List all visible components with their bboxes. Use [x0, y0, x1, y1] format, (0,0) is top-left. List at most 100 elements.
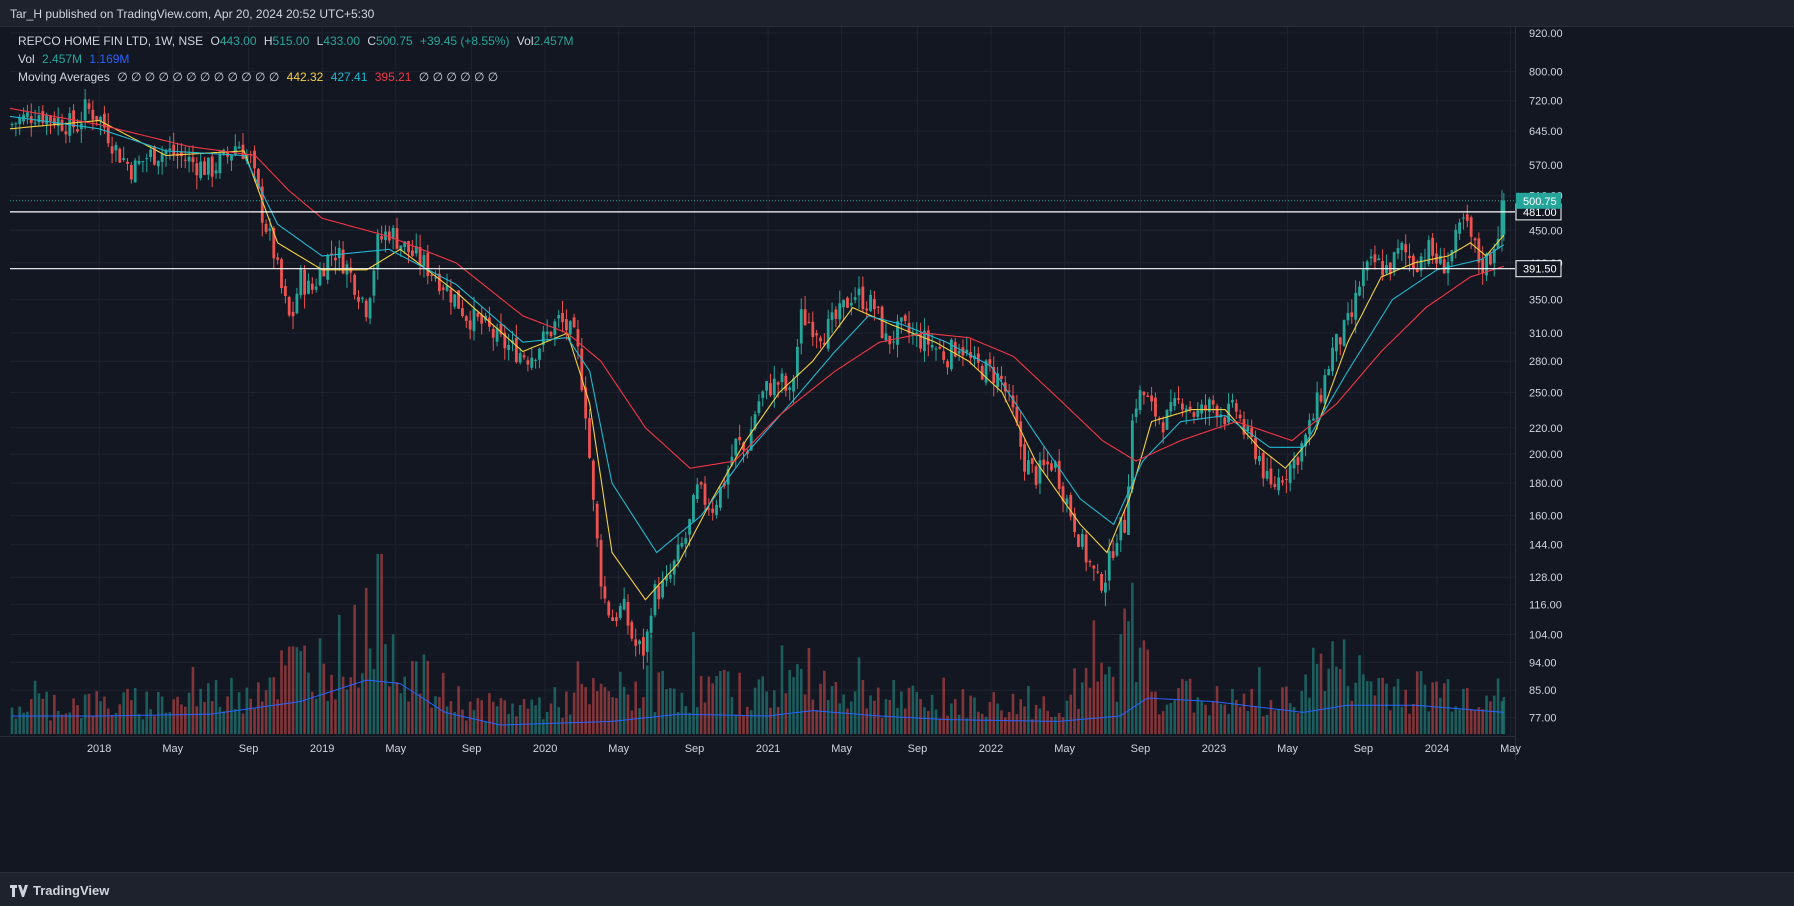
candle-body: [865, 308, 869, 311]
candle-body: [118, 148, 122, 163]
candle-body: [549, 331, 553, 337]
candle-body: [87, 103, 91, 109]
candle-body: [1150, 395, 1153, 402]
price-tick-label: 85.00: [1529, 685, 1557, 697]
candle-body: [830, 312, 834, 320]
volume-bar: [1331, 641, 1334, 734]
volume-bar: [1023, 706, 1026, 734]
volume-bar: [384, 644, 387, 734]
candle-body: [430, 274, 434, 276]
volume-bar: [1235, 699, 1238, 734]
volume-bar: [1011, 693, 1015, 734]
volume-bar: [472, 710, 476, 734]
volume-bar: [749, 710, 753, 734]
candle-body: [692, 494, 695, 522]
volume-bar: [1250, 688, 1253, 734]
candle-body: [41, 111, 45, 123]
volume-bar: [1050, 717, 1053, 734]
volume-bar: [676, 711, 680, 734]
candle-body: [395, 228, 399, 249]
volume-bar: [980, 713, 984, 734]
candle-body: [591, 460, 595, 500]
volume-bar: [1431, 682, 1434, 734]
volume-bar: [603, 687, 607, 734]
candle-body: [326, 254, 330, 280]
volume-bar: [1373, 695, 1377, 734]
volume-bar: [811, 699, 815, 734]
price-chart[interactable]: 920.00800.00720.00645.00570.00510.00450.…: [0, 27, 1794, 872]
volume-bar: [557, 707, 560, 734]
volume-bar: [1223, 704, 1227, 734]
volume-bar: [295, 647, 299, 734]
candle-body: [826, 318, 830, 349]
candle-body: [45, 114, 49, 125]
volume-bar: [857, 657, 861, 734]
volume-bar: [780, 645, 784, 734]
volume-bar: [1065, 700, 1069, 734]
candle-body: [133, 160, 137, 183]
candle-body: [1077, 534, 1080, 547]
candle-body: [1015, 406, 1019, 423]
volume-bar: [1254, 706, 1257, 734]
volume-bar: [1269, 699, 1273, 734]
candle-body: [615, 617, 618, 622]
price-tick-label: 280.00: [1529, 356, 1563, 368]
tradingview-logo[interactable]: TradingView: [10, 883, 109, 898]
candle-body: [183, 159, 187, 161]
volume-bar: [927, 711, 930, 734]
candle-body: [784, 375, 788, 391]
volume-bar: [1111, 676, 1115, 734]
volume-bar: [572, 692, 576, 734]
time-tick-label: 2020: [533, 743, 557, 755]
ma-mid-value: 427.41: [330, 70, 368, 84]
candle-body: [434, 277, 437, 279]
volume-legend: Vol 2.457M 1.169M: [18, 52, 133, 66]
candle-body: [464, 316, 468, 321]
volume-bar: [626, 694, 630, 734]
horizontal-level-label: 481.00: [1523, 207, 1557, 219]
volume-bar: [430, 707, 433, 734]
time-tick-label: 2021: [756, 743, 780, 755]
volume-bar: [549, 703, 553, 734]
volume-bar: [234, 708, 237, 734]
candle-body: [303, 269, 306, 295]
volume-bar: [607, 691, 611, 734]
candle-body: [634, 639, 638, 646]
close-label: C: [367, 34, 376, 48]
volume-bar: [842, 694, 845, 734]
candle-body: [1104, 582, 1107, 593]
candle-body: [334, 257, 337, 261]
candle-body: [607, 601, 611, 616]
volume-bar: [838, 703, 842, 734]
candle-body: [1292, 459, 1296, 469]
volume-bar: [76, 705, 79, 734]
volume-bar: [1219, 703, 1223, 734]
volume-bar: [453, 712, 457, 734]
volume-bar: [684, 706, 688, 734]
volume-bar: [553, 687, 557, 734]
volume-bar: [599, 683, 603, 734]
candle-body: [557, 315, 561, 319]
volume-bar: [1077, 708, 1080, 734]
volume-bar: [253, 708, 256, 734]
candle-body: [649, 615, 653, 633]
volume-bar: [1042, 696, 1046, 734]
candle-body: [1338, 337, 1342, 345]
volume-bar: [1127, 621, 1130, 734]
volume-bar: [1469, 709, 1473, 734]
volume-bar: [449, 701, 453, 734]
candle-body: [1412, 255, 1415, 269]
candle-body: [1489, 254, 1492, 265]
volume-bar: [334, 699, 337, 734]
candle-body: [630, 622, 634, 639]
volume-bar: [318, 638, 322, 734]
candle-body: [1111, 551, 1115, 558]
candle-body: [769, 383, 772, 396]
candle-body: [445, 285, 449, 291]
volume-bar: [403, 676, 406, 734]
candle-body: [1177, 398, 1180, 400]
candle-body: [545, 331, 549, 335]
candle-body: [1331, 347, 1334, 372]
volume-bar: [1123, 608, 1126, 734]
volume-bar: [172, 699, 175, 734]
